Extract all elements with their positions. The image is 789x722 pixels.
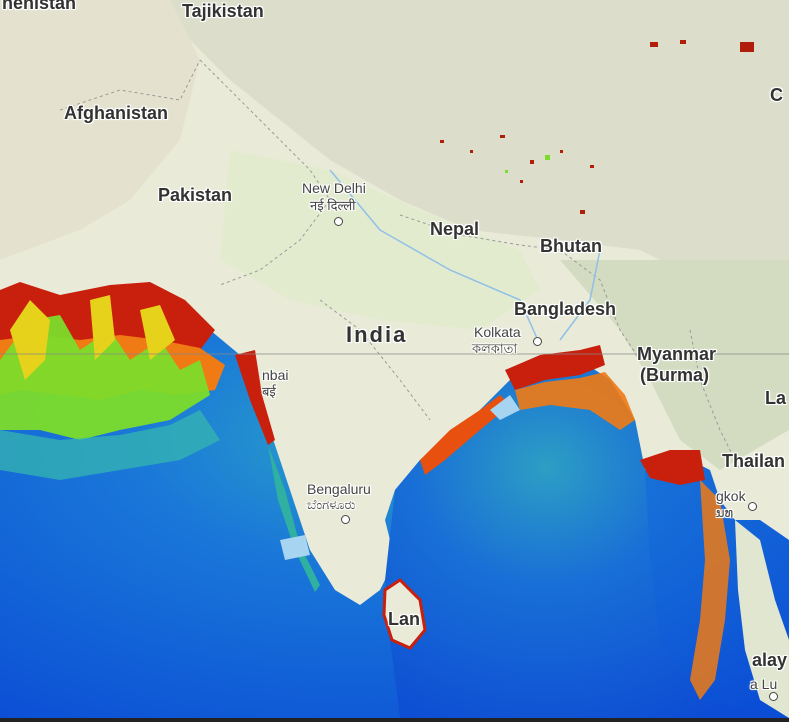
label-bangkok: gkok (716, 488, 746, 504)
label-nepal: Nepal (430, 219, 480, 239)
bloom-teal (0, 410, 220, 480)
bloom-yellow-3 (140, 305, 175, 360)
label-sri-lanka-partial: Lan (388, 609, 421, 629)
label-laos-partial: La (765, 388, 787, 408)
label-mumbai-native: बई (262, 384, 276, 399)
city-marker-bangkok[interactable] (748, 502, 757, 511)
label-new-delhi-native: नई दिल्ली (310, 198, 356, 213)
label-bengaluru: Bengaluru (307, 481, 371, 497)
label-mumbai: nbai (262, 367, 289, 383)
myanmar-relief (560, 260, 789, 470)
label-partial-country: nenistan (2, 0, 77, 13)
label-pakistan: Pakistan (158, 185, 233, 205)
label-malaysia-partial: alay (752, 650, 788, 670)
coast-orange-malay (690, 480, 730, 700)
coast-red-west (235, 350, 275, 445)
label-india: India (346, 322, 408, 347)
label-china-partial: C (770, 85, 783, 105)
coast-red-thai (640, 450, 705, 485)
capital-marker-kuala-lumpur[interactable] (769, 692, 778, 701)
city-marker-bengaluru[interactable] (341, 515, 350, 524)
label-bangladesh: Bangladesh (514, 299, 617, 319)
sri-lanka (382, 578, 427, 650)
coast-east-india (420, 395, 510, 475)
malay-peninsula (735, 520, 789, 718)
bottom-edge (0, 718, 789, 722)
inland-speckles (440, 40, 754, 214)
label-bhutan: Bhutan (540, 236, 602, 256)
light-patch-2 (280, 535, 310, 560)
label-afghanistan: Afghanistan (64, 103, 169, 123)
label-kuala-lumpur-partial: a Lu (750, 676, 778, 692)
borders (59, 59, 741, 471)
label-burma: (Burma) (640, 365, 710, 385)
inland-green-speckles (505, 155, 550, 173)
bloom-yellow-2 (90, 295, 115, 360)
light-patch-1 (490, 395, 520, 420)
label-tajikistan: Tajikistan (182, 1, 264, 21)
himalaya-relief (170, 0, 789, 300)
coast-red-bengal (505, 345, 605, 390)
gangetic-plain (220, 150, 540, 330)
city-marker-kolkata[interactable] (533, 337, 542, 346)
coast-orange-bengal (515, 372, 635, 430)
label-kolkata-native: কলকাতা (472, 341, 518, 356)
coast-teal-west (268, 445, 320, 592)
label-bengaluru-native: ಬೆಂಗಳೂರು (307, 497, 356, 512)
label-bangkok-native: ນທ (716, 505, 734, 520)
label-thailand: Thailan (722, 451, 786, 471)
bloom-yellow-1 (10, 300, 50, 380)
afghan-relief (0, 0, 200, 260)
label-kolkata: Kolkata (474, 324, 521, 340)
bay-of-bengal (385, 360, 789, 718)
label-myanmar: Myanmar (637, 344, 717, 364)
rivers (329, 169, 601, 346)
label-new-delhi: New Delhi (302, 180, 366, 196)
capital-marker-new-delhi[interactable] (334, 217, 343, 226)
